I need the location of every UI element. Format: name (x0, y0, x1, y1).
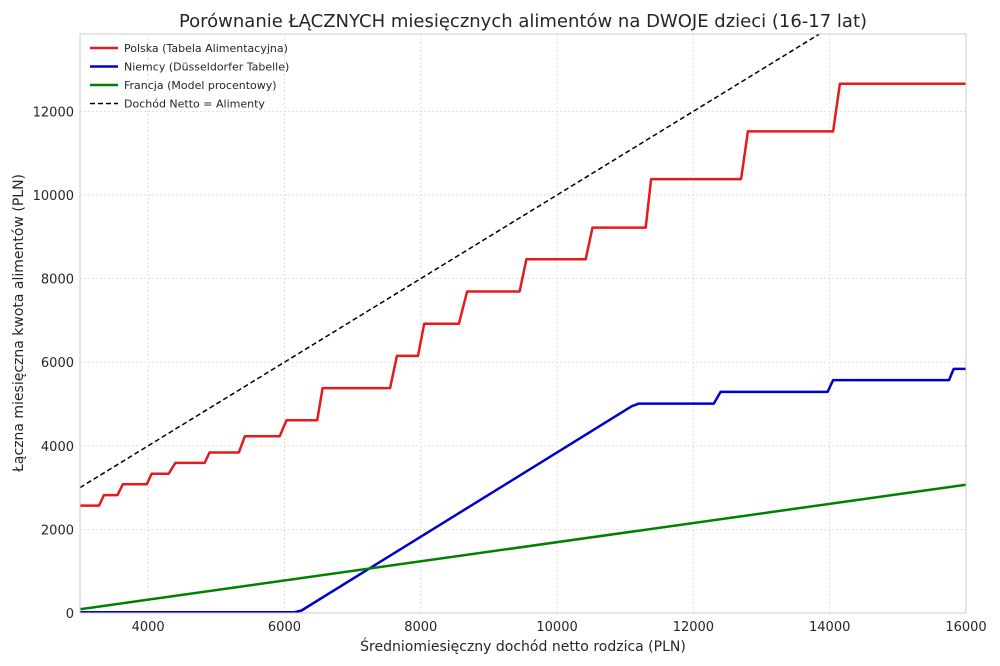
legend-label-3: Dochód Netto = Alimenty (124, 98, 265, 111)
y-axis-label: Łączna miesięczna kwota alimentów (PLN) (11, 174, 27, 473)
plot-frame (79, 33, 967, 614)
series-line-1 (80, 367, 966, 613)
series-line-0 (80, 82, 966, 507)
y-tick-label: 0 (66, 607, 74, 622)
x-tick-label: 14000 (809, 620, 850, 635)
series-layer (80, 34, 966, 613)
y-tick-label: 12000 (33, 105, 74, 120)
legend-label-1: Niemcy (Düsseldorfer Tabelle) (124, 61, 289, 74)
x-axis-label: Średniomiesięczny dochód netto rodzica (… (360, 637, 686, 655)
y-tick-labels: 0 2000 4000 6000 8000 10000 12000 (33, 105, 74, 622)
x-tick-label: 6000 (268, 620, 301, 635)
x-tick-label: 8000 (404, 620, 437, 635)
series-line-2 (80, 483, 966, 611)
legend-label-0: Polska (Tabela Alimentacyjna) (124, 42, 288, 55)
x-tick-label: 12000 (673, 620, 714, 635)
y-tick-label: 2000 (41, 523, 74, 538)
series-line-3 (80, 34, 821, 489)
chart-title: Porównanie ŁĄCZNYCH miesięcznych aliment… (179, 11, 867, 32)
plot-background (80, 34, 966, 613)
y-tick-label: 10000 (33, 189, 74, 204)
y-tick-label: 6000 (41, 356, 74, 371)
y-tick-label: 8000 (41, 273, 74, 288)
x-tick-label: 10000 (536, 620, 577, 635)
legend: Polska (Tabela Alimentacyjna) Niemcy (Düs… (90, 42, 289, 111)
x-tick-labels: 4000 6000 8000 10000 12000 14000 16000 (132, 620, 987, 635)
x-tick-label: 4000 (132, 620, 165, 635)
y-tick-label: 4000 (41, 440, 74, 455)
x-tick-label: 16000 (945, 620, 986, 635)
legend-label-2: Francja (Model procentowy) (124, 79, 277, 92)
